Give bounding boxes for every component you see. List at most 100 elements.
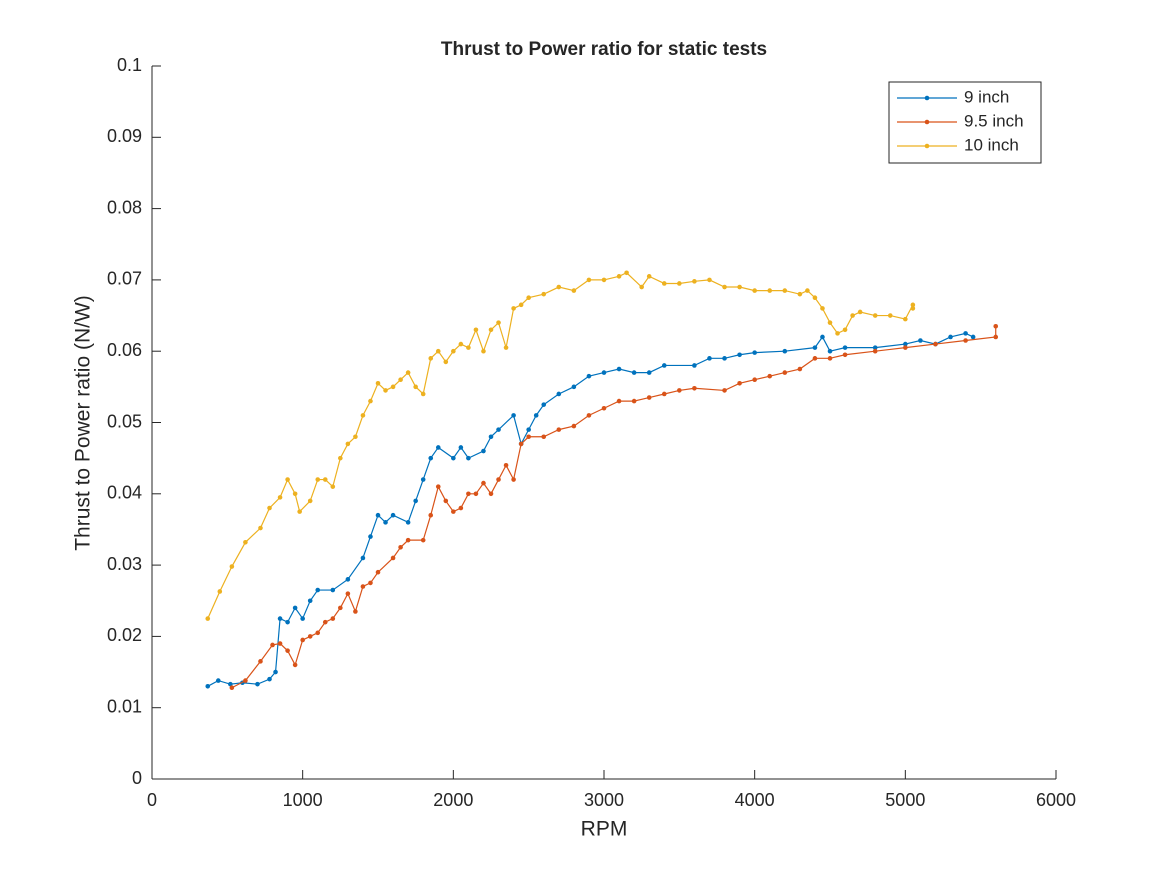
data-point	[616, 398, 622, 404]
data-point	[307, 634, 313, 639]
data-point	[292, 491, 298, 497]
data-point	[918, 338, 923, 343]
data-point	[458, 505, 464, 511]
data-point	[797, 291, 803, 297]
data-point	[243, 678, 248, 683]
data-point	[285, 648, 290, 653]
data-point	[473, 327, 479, 333]
data-point	[526, 427, 531, 432]
data-point	[443, 359, 449, 365]
data-point	[601, 277, 607, 283]
data-point	[315, 587, 321, 593]
data-point	[677, 388, 682, 393]
data-point	[488, 327, 494, 333]
data-point	[405, 370, 411, 375]
data-point	[601, 370, 607, 375]
data-point	[353, 609, 358, 614]
data-point	[428, 512, 434, 518]
data-point	[360, 555, 366, 561]
y-tick-label: 0.07	[107, 269, 142, 289]
data-point	[413, 384, 418, 390]
data-point	[511, 413, 516, 418]
data-point	[631, 370, 637, 375]
data-point	[526, 295, 531, 301]
data-point	[518, 302, 524, 308]
data-point	[368, 580, 373, 586]
data-point	[473, 491, 479, 497]
data-point	[646, 370, 652, 375]
data-point	[571, 384, 577, 390]
data-point	[307, 598, 313, 604]
data-point	[842, 327, 848, 333]
data-point	[752, 350, 757, 355]
data-point	[390, 512, 396, 518]
data-point	[398, 377, 403, 383]
data-point	[910, 302, 916, 308]
data-point	[872, 345, 878, 350]
data-point	[353, 434, 358, 440]
data-point	[375, 569, 381, 575]
data-point	[692, 385, 697, 391]
legend-label: 9.5 inch	[964, 111, 1024, 130]
data-point	[812, 356, 818, 361]
data-point	[443, 498, 449, 504]
data-point	[345, 591, 351, 596]
data-point	[707, 356, 712, 361]
y-tick-label: 0.03	[107, 554, 142, 574]
data-point	[466, 345, 471, 350]
data-point	[413, 498, 418, 504]
data-point	[338, 455, 343, 461]
data-point	[805, 288, 810, 293]
data-point	[466, 491, 471, 497]
data-point	[616, 366, 622, 372]
data-point	[631, 398, 637, 404]
data-point	[812, 295, 818, 301]
data-point	[571, 288, 577, 293]
data-point	[451, 455, 456, 461]
data-point	[330, 484, 336, 489]
data-point	[205, 616, 211, 621]
data-point	[297, 509, 302, 514]
data-point	[496, 477, 501, 482]
y-tick-label: 0.05	[107, 411, 142, 431]
data-point	[390, 384, 396, 390]
data-point	[782, 370, 788, 375]
data-point	[229, 564, 235, 569]
data-point	[228, 681, 233, 687]
data-point	[752, 377, 757, 383]
data-point	[722, 284, 727, 290]
data-point	[526, 434, 531, 440]
data-point	[737, 352, 742, 358]
data-point	[496, 427, 501, 432]
data-point	[722, 388, 727, 393]
data-point	[243, 539, 248, 545]
data-point	[481, 348, 486, 354]
data-point	[616, 274, 622, 279]
data-point	[481, 448, 486, 454]
data-point	[601, 405, 607, 411]
data-point	[307, 498, 313, 504]
data-point	[533, 413, 539, 418]
data-point	[993, 334, 999, 340]
data-point	[503, 345, 509, 350]
data-point	[903, 316, 908, 322]
data-point	[285, 477, 290, 482]
data-point	[277, 616, 283, 621]
data-point	[420, 391, 426, 397]
data-point	[646, 274, 652, 279]
data-point	[677, 281, 682, 286]
x-tick-label: 6000	[1036, 790, 1076, 810]
data-point	[322, 477, 328, 482]
data-point	[420, 537, 426, 543]
data-point	[398, 544, 403, 550]
data-point	[277, 641, 283, 646]
data-point	[315, 630, 321, 636]
data-point	[451, 348, 456, 354]
y-tick-label: 0.04	[107, 483, 142, 503]
data-point	[933, 341, 938, 347]
data-point	[330, 587, 336, 593]
data-point	[639, 284, 644, 290]
x-axis-label: RPM	[581, 818, 628, 841]
